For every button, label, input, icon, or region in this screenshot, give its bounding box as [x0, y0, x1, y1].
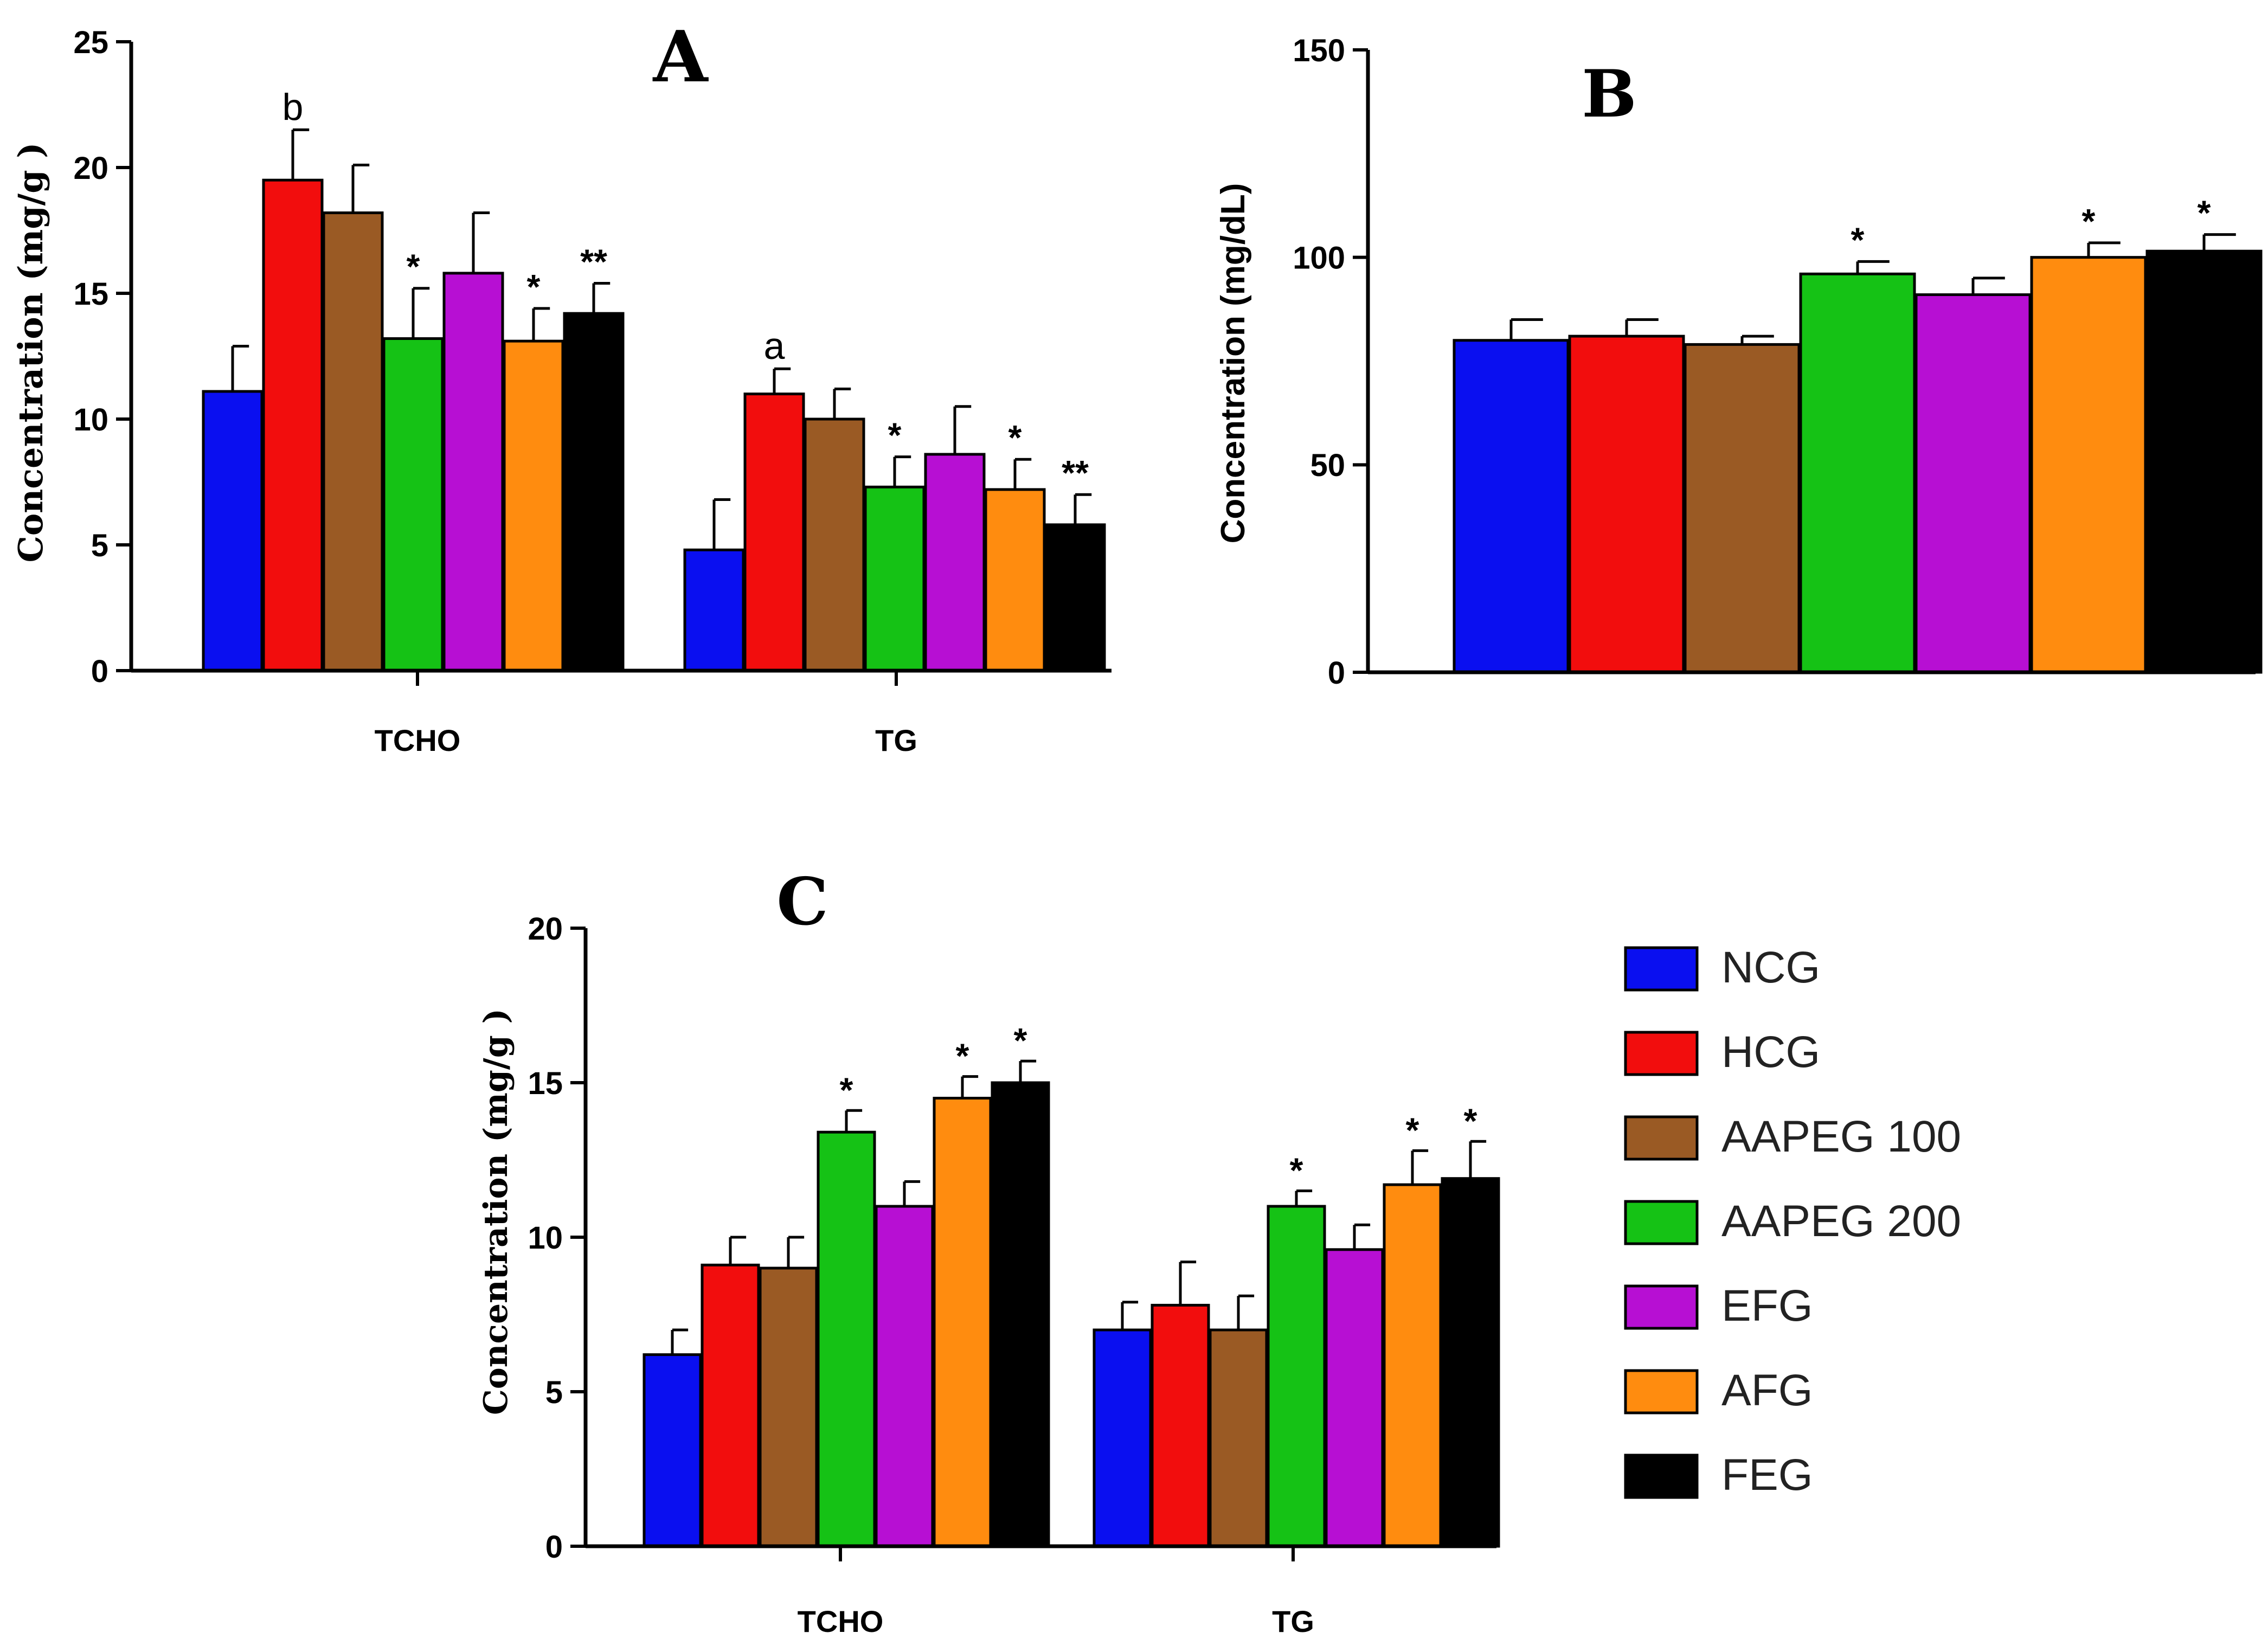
- significance-mark: b: [282, 86, 304, 128]
- significance-mark: *: [840, 1070, 853, 1109]
- bar-aapeg-200: [864, 485, 926, 672]
- bar-aapeg-100: [322, 211, 384, 672]
- bar-aapeg-100: [1209, 1328, 1268, 1548]
- legend-label: NCG: [1721, 943, 1820, 992]
- x-category-label: TCHO: [375, 723, 461, 757]
- bar-hcg: [1151, 1303, 1210, 1548]
- bar-feg: [991, 1081, 1050, 1548]
- significance-mark: *: [2198, 194, 2211, 233]
- legend-label: FEG: [1721, 1450, 1813, 1500]
- bar-aapeg-200: [1799, 272, 1916, 674]
- y-tick-label: 50: [1310, 448, 1345, 483]
- y-tick-label: 5: [91, 528, 108, 563]
- bar-feg: [2145, 249, 2263, 674]
- y-tick-label: 15: [528, 1066, 563, 1101]
- bar-feg: [1044, 523, 1106, 672]
- bar-afg: [933, 1097, 992, 1548]
- y-axis-label: Concentration (mg/dL): [1215, 183, 1252, 544]
- y-tick-label: 25: [73, 25, 108, 60]
- significance-mark: *: [407, 247, 420, 286]
- significance-mark: *: [1008, 418, 1022, 457]
- y-tick-label: 20: [528, 911, 563, 947]
- y-tick-label: 10: [73, 402, 108, 438]
- bar-hcg: [1568, 335, 1685, 674]
- bar-hcg: [701, 1263, 760, 1548]
- x-category-label: TG: [1272, 1604, 1314, 1638]
- bar-afg: [1383, 1183, 1442, 1548]
- legend-label: AFG: [1721, 1366, 1813, 1415]
- bar-feg: [1441, 1177, 1500, 1548]
- panel-title: A: [652, 15, 709, 98]
- bar-aapeg-100: [804, 417, 865, 672]
- significance-mark: *: [1406, 1110, 1419, 1149]
- bar-ncg: [1093, 1328, 1152, 1548]
- x-category-label: TG: [875, 723, 917, 757]
- y-tick-label: 0: [91, 654, 108, 689]
- legend-swatch-aapeg-100: [1624, 1115, 1699, 1161]
- panel-title: B: [1582, 56, 1636, 132]
- significance-mark: a: [764, 325, 785, 367]
- legend-swatch-afg: [1624, 1369, 1699, 1414]
- y-tick-label: 10: [528, 1220, 563, 1256]
- legend: NCG HCG AAPEG 100 AAPEG 200 EFG AFG FEG: [1624, 943, 1961, 1500]
- bar-aapeg-200: [817, 1130, 876, 1548]
- panel-b-chart: * * * 0 50 100 150 Concentration (mg/dL) B: [1215, 33, 2263, 691]
- significance-mark: *: [1014, 1021, 1027, 1060]
- significance-mark: *: [2082, 202, 2096, 241]
- bar-efg: [442, 272, 504, 672]
- legend-label: AAPEG 100: [1721, 1112, 1961, 1161]
- bar-aapeg-200: [382, 337, 444, 672]
- significance-mark: **: [1062, 453, 1089, 492]
- legend-label: EFG: [1721, 1281, 1813, 1330]
- y-tick-label: 100: [1293, 241, 1345, 276]
- legend-label: AAPEG 200: [1721, 1197, 1961, 1246]
- legend-swatch-ncg: [1624, 946, 1699, 992]
- bar-efg: [1914, 293, 2032, 674]
- y-axis-label: Concentration (mg/g ): [477, 1008, 515, 1415]
- y-tick-label: 5: [545, 1375, 563, 1410]
- bar-afg: [503, 339, 564, 672]
- bar-ncg: [202, 390, 264, 672]
- significance-mark: *: [956, 1037, 969, 1076]
- y-tick-label: 0: [1328, 655, 1345, 691]
- legend-label: HCG: [1721, 1027, 1820, 1077]
- significance-mark: *: [1851, 220, 1865, 259]
- y-tick-label: 20: [73, 151, 108, 186]
- bar-ncg: [643, 1353, 702, 1548]
- bar-aapeg-200: [1267, 1205, 1326, 1548]
- bar-afg: [984, 488, 1046, 672]
- x-category-label: TCHO: [798, 1604, 884, 1638]
- bar-efg: [924, 453, 986, 672]
- panel-title: C: [776, 864, 828, 940]
- legend-swatch-hcg: [1624, 1031, 1699, 1076]
- legend-swatch-efg: [1624, 1284, 1699, 1330]
- bar-aapeg-100: [759, 1266, 818, 1548]
- significance-mark: *: [888, 416, 902, 455]
- significance-mark: *: [1464, 1101, 1477, 1140]
- significance-mark: **: [580, 242, 607, 281]
- significance-mark: *: [527, 267, 541, 306]
- bar-efg: [875, 1205, 934, 1548]
- y-axis-label: Concentration (mg/g ): [11, 143, 50, 563]
- y-tick-label: 15: [73, 277, 108, 312]
- bar-feg: [563, 312, 625, 672]
- legend-swatch-feg: [1624, 1454, 1699, 1499]
- significance-mark: *: [1290, 1151, 1303, 1190]
- y-tick-label: 150: [1293, 33, 1345, 68]
- bar-aapeg-100: [1684, 343, 1801, 674]
- y-tick-label: 0: [545, 1529, 563, 1565]
- bar-ncg: [683, 548, 745, 672]
- bar-ncg: [1453, 339, 1570, 674]
- legend-swatch-aapeg-200: [1624, 1200, 1699, 1245]
- panel-c-chart: * * * * * * 0 5 10 15 20 TCHO TG Concentration (mg/g …: [477, 864, 1500, 1638]
- bar-hcg: [262, 178, 324, 672]
- bar-hcg: [743, 393, 805, 672]
- bar-afg: [2030, 256, 2147, 674]
- bar-efg: [1325, 1248, 1384, 1548]
